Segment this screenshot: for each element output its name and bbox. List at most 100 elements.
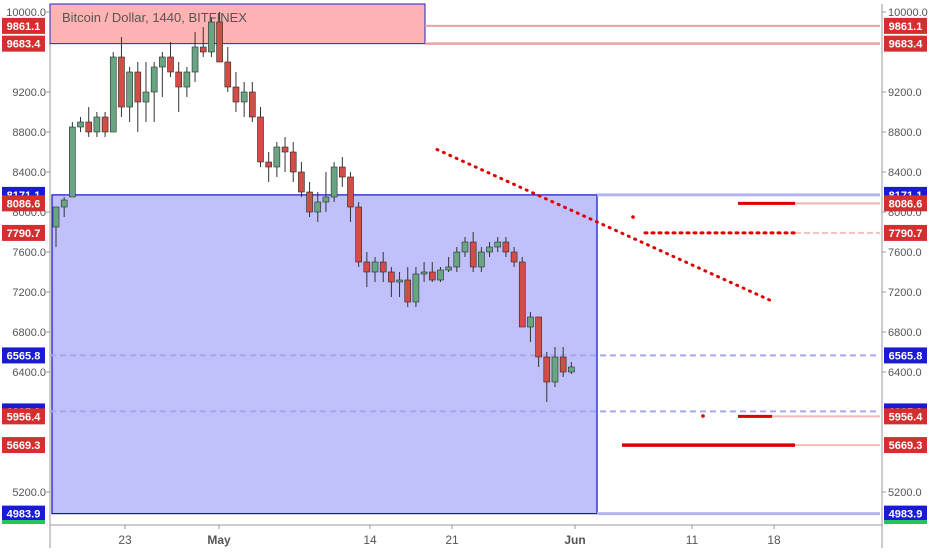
candle-body <box>159 56 166 68</box>
candle-body <box>396 279 403 283</box>
price-label-text: 9683.4 <box>7 39 42 51</box>
y-tick-label-left: 10000.0 <box>6 7 46 19</box>
candle-body <box>428 271 436 281</box>
candle <box>518 257 526 328</box>
price-label-text: 5956.4 <box>889 411 924 423</box>
candle-body <box>371 261 379 273</box>
candle-body <box>60 199 68 208</box>
axis-marker-left <box>2 520 45 524</box>
candle <box>494 237 502 252</box>
y-tick-label-right: 8400.0 <box>888 167 922 179</box>
candle <box>150 62 158 122</box>
price-label-box <box>2 224 45 241</box>
candle <box>412 267 420 307</box>
candle-body <box>412 273 420 303</box>
candle-body <box>183 71 191 88</box>
candle-body <box>289 151 297 173</box>
candle-body <box>52 206 60 228</box>
chart-title: Bitcoin / Dollar, 1440, BITFINEX <box>62 10 247 25</box>
price-label-right: 9683.4 <box>884 35 927 52</box>
price-label-box <box>2 437 45 454</box>
price-label-left: 6565.8 <box>2 347 45 364</box>
marker-dot <box>701 414 705 418</box>
candle <box>322 172 330 212</box>
candle <box>486 242 493 257</box>
price-label-box <box>884 347 927 364</box>
candle <box>347 172 354 222</box>
candle <box>379 252 387 282</box>
price-label-left: 9683.4 <box>2 35 45 52</box>
candle <box>167 42 174 77</box>
price-label-left: 4983.9 <box>2 505 45 522</box>
price-label-text: 9861.1 <box>889 21 923 33</box>
candle <box>478 247 485 272</box>
candle <box>232 72 240 112</box>
price-label-left: 5669.3 <box>2 437 45 454</box>
candle-body <box>118 56 125 108</box>
candle-body <box>85 121 93 133</box>
candle-body <box>142 91 150 103</box>
y-tick-label-left: 6800.0 <box>12 327 46 339</box>
candle <box>142 62 150 122</box>
candle-body <box>281 146 289 153</box>
price-label-box <box>884 195 927 212</box>
price-label-right: 5956.4 <box>884 408 927 425</box>
price-label-box <box>2 347 45 364</box>
candle-body <box>478 251 485 268</box>
candle <box>428 262 436 282</box>
price-label-text: 6565.8 <box>7 350 41 362</box>
candle-body <box>69 126 76 198</box>
candle <box>175 62 182 112</box>
red-zone <box>49 3 426 45</box>
candle <box>338 157 346 187</box>
candle-body <box>527 316 534 328</box>
candle-body <box>126 71 133 108</box>
candle-body <box>486 246 493 253</box>
price-label-text: 8086.6 <box>7 198 41 210</box>
price-label-box <box>2 505 45 522</box>
candle-body <box>469 241 477 268</box>
candle <box>445 257 452 272</box>
price-label-box <box>2 408 45 425</box>
y-tick-label-left: 8800.0 <box>12 127 46 139</box>
price-label-text: 4983.9 <box>7 509 41 521</box>
price-label-box <box>2 195 45 212</box>
candles-layer <box>52 12 575 402</box>
candle <box>388 267 395 297</box>
x-tick-label: 23 <box>118 533 132 547</box>
candle <box>60 197 68 217</box>
price-label-box <box>884 17 927 34</box>
level-lines-layer <box>50 24 880 516</box>
candle-body <box>134 71 142 103</box>
price-label-text: 5956.4 <box>7 411 42 423</box>
candle-body <box>199 46 207 53</box>
price-label-text: 5669.3 <box>7 440 41 452</box>
candle-body <box>322 196 330 203</box>
y-tick-label-left: 7600.0 <box>12 247 46 259</box>
candle <box>191 32 199 82</box>
candle-body <box>109 56 117 133</box>
x-tick-label: Jun <box>564 533 585 547</box>
y-tick-label-left: 7200.0 <box>12 287 46 299</box>
price-label-box <box>2 17 45 34</box>
axes-layer: 5200.0 5200.0 6400.0 6400.0 6800.0 6800.0 7200… <box>2 7 928 547</box>
candle <box>93 112 101 137</box>
candle <box>306 182 313 217</box>
price-label-right: 5669.3 <box>884 437 927 454</box>
price-label-text: 5669.3 <box>889 440 923 452</box>
x-tick-label: 14 <box>363 533 377 547</box>
candle <box>314 192 322 222</box>
price-label-left: 9861.1 <box>2 17 45 34</box>
candle-body <box>330 166 338 198</box>
y-tick-label-right: 7200.0 <box>888 287 922 299</box>
candle <box>298 162 305 197</box>
annotations-layer <box>435 148 797 418</box>
y-tick-label-right: 10000.0 <box>888 7 928 19</box>
candle-body <box>510 251 518 263</box>
price-label-right: 9861.1 <box>884 17 927 34</box>
candle <box>355 202 362 267</box>
candle-body <box>338 166 346 178</box>
candle-body <box>461 241 469 253</box>
